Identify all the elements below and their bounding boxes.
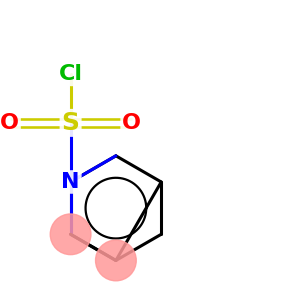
Text: O: O <box>0 113 19 133</box>
Circle shape <box>50 214 91 255</box>
Circle shape <box>96 240 136 281</box>
Text: Cl: Cl <box>58 64 82 84</box>
Text: S: S <box>61 111 80 135</box>
Text: O: O <box>122 113 141 133</box>
Text: N: N <box>61 172 80 192</box>
